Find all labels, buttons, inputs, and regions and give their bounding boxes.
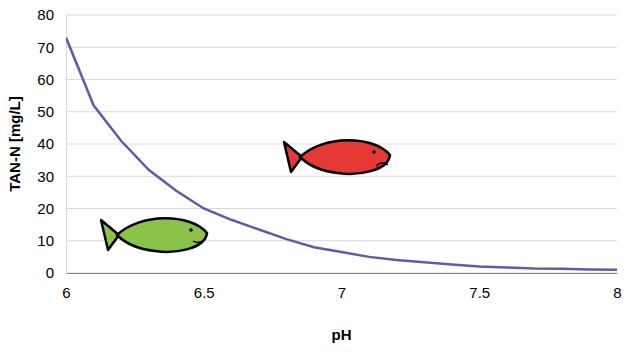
y-tick: 40 [37, 135, 66, 152]
fish-eye [372, 150, 376, 154]
x-tick-label: 7.5 [469, 284, 490, 301]
y-tick-label: 80 [37, 6, 54, 23]
y-tick: 80 [37, 6, 66, 23]
y-tick-label: 30 [37, 168, 54, 185]
fish-eye [189, 228, 193, 232]
x-tick-label: 7 [338, 284, 346, 301]
grid-line [66, 208, 617, 209]
x-tick-label: 6 [62, 284, 70, 301]
y-tick: 20 [37, 200, 66, 217]
x-tick: 7 [338, 273, 346, 301]
grid-line [66, 15, 617, 16]
fish-mouth [193, 239, 205, 243]
y-tick-label: 0 [46, 264, 54, 281]
y-tick: 10 [37, 232, 66, 249]
y-tick: 0 [46, 264, 66, 281]
y-tick-label: 70 [37, 39, 54, 56]
x-tick: 6 [62, 273, 70, 301]
y-tick-label: 10 [37, 232, 54, 249]
plot-area: 0 10 20 30 40 50 60 70 80 6 6.5 7 7.5 8 [37, 6, 621, 300]
y-axis: 0 10 20 30 40 50 60 70 80 [37, 6, 66, 281]
y-axis-title: TAN-N [mg/L] [6, 96, 23, 192]
x-axis-line [67, 273, 618, 274]
y-tick: 50 [37, 103, 66, 120]
grid-line [66, 47, 617, 48]
y-tick-label: 20 [37, 200, 54, 217]
x-tick: 7.5 [469, 273, 490, 301]
data-line [66, 38, 617, 270]
y-tick: 70 [37, 39, 66, 56]
fish-mouth [376, 163, 388, 166]
chart: 0 10 20 30 40 50 60 70 80 6 6.5 7 7.5 8 pH TAN-N [mg/L] [0, 0, 640, 356]
fish-red [284, 140, 390, 174]
y-tick: 60 [37, 71, 66, 88]
fish-green [101, 218, 207, 252]
y-tick: 30 [37, 168, 66, 185]
x-tick: 8 [613, 273, 621, 301]
y-tick-label: 40 [37, 135, 54, 152]
fish-body [117, 218, 207, 252]
x-tick: 6.5 [194, 273, 215, 301]
fish-body [300, 140, 390, 174]
x-axis-title: pH [332, 326, 352, 343]
y-tick-label: 60 [37, 71, 54, 88]
y-tick-label: 50 [37, 103, 54, 120]
grid-line [66, 176, 617, 177]
grid [66, 15, 617, 273]
y-axis-line [66, 16, 67, 274]
grid-line [66, 273, 617, 274]
grid-line [66, 79, 617, 80]
x-tick-label: 8 [613, 284, 621, 301]
series [66, 38, 617, 270]
x-axis: 6 6.5 7 7.5 8 [62, 273, 621, 301]
grid-line [66, 111, 617, 112]
x-tick-label: 6.5 [194, 284, 215, 301]
